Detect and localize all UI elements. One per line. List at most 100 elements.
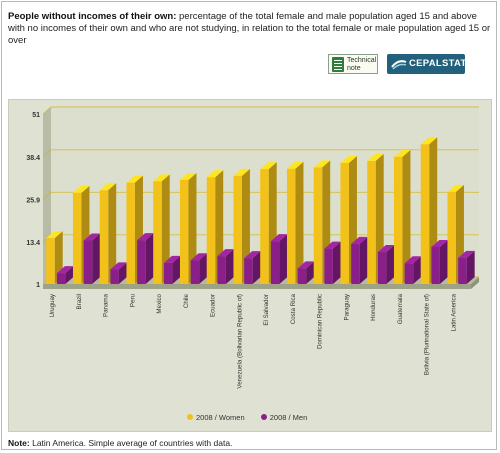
bar-top — [190, 253, 208, 261]
bar-top — [260, 162, 277, 170]
bar-side — [413, 256, 422, 284]
bar-top — [217, 249, 234, 257]
legend-swatch-men — [260, 414, 267, 420]
bar-side — [332, 241, 341, 284]
bar-top — [377, 245, 395, 253]
bar-top — [83, 233, 101, 241]
bar-side — [108, 183, 117, 284]
legend-item-men[interactable]: 2008 / Men — [260, 413, 308, 422]
bar-top — [46, 231, 63, 239]
y-tick-label: 51 — [32, 112, 40, 119]
bar-men — [431, 246, 440, 284]
bar-side — [402, 149, 411, 284]
legend-item-women[interactable]: 2008 / Women — [187, 413, 245, 422]
bar-top — [126, 175, 143, 183]
bar-women — [179, 179, 189, 284]
bar-side — [359, 236, 368, 284]
heading-bold: People without incomes of their own: — [8, 11, 177, 22]
chart-heading: People without incomes of their own: per… — [8, 11, 494, 47]
x-tick-label: Ecuador — [210, 294, 217, 317]
bar-men — [404, 263, 414, 284]
y-tick-label: 1 — [36, 282, 40, 289]
bar-women — [46, 238, 55, 284]
technical-note-label: Technical note — [347, 57, 377, 72]
bar-top — [286, 161, 304, 169]
bar-side — [199, 253, 208, 284]
legend-label-women: 2008 / Women — [196, 413, 245, 422]
x-tick-label: Brazil — [76, 294, 83, 309]
bar-side — [65, 266, 74, 284]
bar-top — [351, 236, 368, 244]
bar-men — [217, 256, 226, 284]
bar-side — [118, 262, 127, 284]
bar-men — [190, 260, 200, 284]
bar-women — [313, 167, 323, 284]
bar-top — [324, 241, 341, 249]
bar-men — [83, 240, 93, 284]
bar-women — [340, 162, 349, 284]
bar-men — [244, 258, 253, 284]
bar-men — [324, 248, 333, 284]
x-tick-label: Uruguay — [49, 293, 56, 317]
bar-side — [252, 251, 261, 284]
bar-top — [447, 184, 464, 192]
legend-swatch-women — [187, 414, 193, 420]
bar-side — [466, 250, 475, 284]
bar-side — [439, 239, 448, 284]
bar-top — [99, 183, 117, 191]
bar-women — [153, 181, 162, 284]
bar-top — [233, 168, 250, 176]
cepalstat-logo-icon — [391, 60, 407, 70]
x-tick-label: Bolivia (Plurinational State of) — [424, 294, 431, 375]
bar-men — [458, 257, 467, 284]
gridline-side-2 — [42, 192, 52, 200]
bar-men — [137, 240, 146, 284]
bar-women — [393, 156, 403, 284]
bar-women — [206, 177, 216, 284]
bar-women — [260, 169, 269, 284]
bar-side — [92, 233, 101, 284]
bar-side — [161, 174, 170, 284]
bar-men — [270, 241, 280, 284]
bar-top — [270, 234, 288, 242]
bar-top — [393, 149, 411, 157]
x-tick-label: Peru — [129, 293, 136, 307]
cepalstat-button[interactable]: CEPALSTAT — [387, 54, 467, 74]
bar-women — [447, 191, 456, 284]
bar-top — [179, 172, 197, 180]
bar-top — [297, 261, 315, 269]
plot-floor-edge — [43, 284, 471, 289]
bar-women — [420, 144, 430, 284]
bar-men — [110, 269, 119, 284]
bar-women — [286, 168, 296, 284]
bar-top — [110, 262, 127, 270]
bar-chart: 1 13.4 25.9 38.4 51 Uruguay Brazil Panama Peru Me… — [26, 106, 479, 389]
heading-rest: percentage of the total female and male … — [8, 11, 491, 46]
technical-note-button[interactable]: Technical note — [328, 54, 378, 74]
bar-women — [99, 190, 109, 284]
note-text: Latin America. Simple average of countri… — [29, 438, 233, 448]
bar-women — [126, 182, 135, 284]
bar-top — [458, 250, 475, 258]
cepalstat-label: CEPALSTAT — [409, 58, 467, 69]
legend: 2008 / Women 2008 / Men — [187, 413, 321, 422]
bar-top — [137, 233, 154, 241]
bar-top — [340, 155, 357, 163]
bar-top — [206, 170, 224, 178]
bar-women — [367, 160, 376, 284]
bar-men — [56, 273, 66, 284]
bar-top — [163, 255, 181, 263]
note-label: Note: — [8, 438, 30, 448]
bar-side — [386, 245, 395, 284]
chart-area: 1 13.4 25.9 38.4 51 Uruguay Brazil Panama Peru Me… — [8, 99, 492, 432]
bar-side — [225, 249, 234, 284]
bar-side — [279, 234, 288, 284]
gridline-side-3 — [42, 149, 52, 158]
x-tick-label: Honduras — [370, 294, 377, 321]
bar-women — [72, 192, 82, 284]
legend-label-men: 2008 / Men — [269, 413, 308, 422]
x-tick-label: Panama — [103, 293, 110, 317]
bar-top — [420, 137, 438, 145]
bar-top — [72, 185, 90, 193]
